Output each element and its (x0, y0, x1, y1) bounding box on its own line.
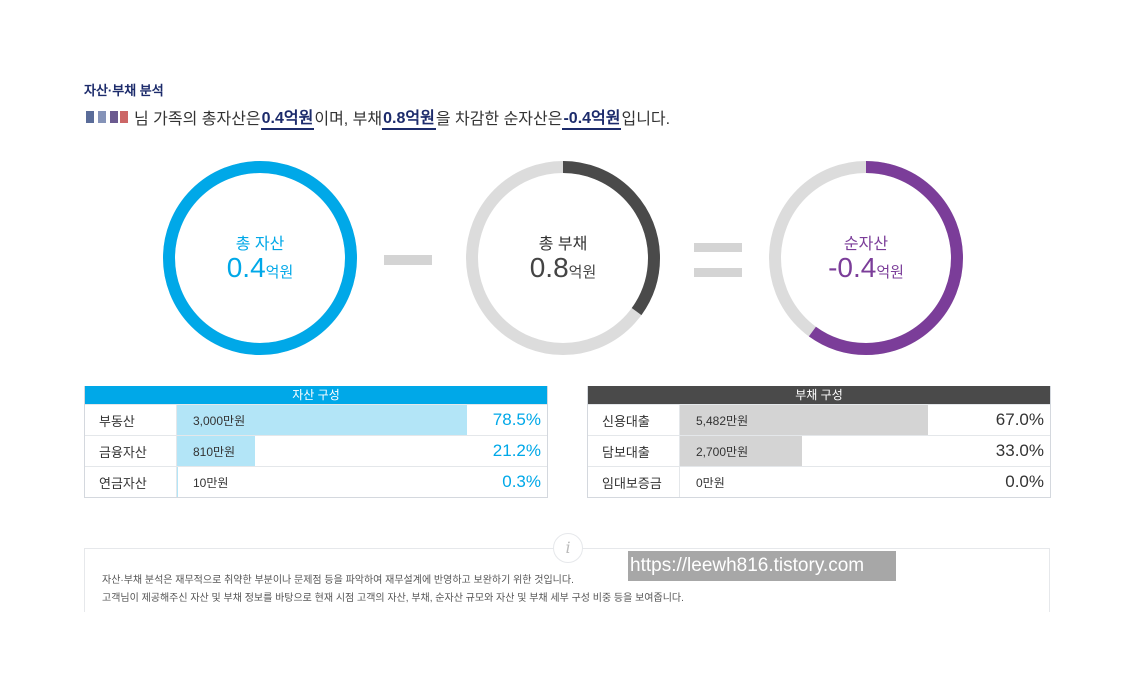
row-bar-cell: 2,700만원 33.0% (680, 436, 1050, 466)
total-debt-ring-chart (466, 161, 660, 355)
row-name: 금융자산 (85, 436, 177, 466)
row-bar-cell: 3,000만원 78.5% (177, 405, 547, 435)
summary-sentence: 님 가족의 총자산은 0.4억원 이며, 부채 0.8억원 을 차감한 순자산은… (84, 104, 670, 130)
debt-table-header: 부채 구성 (588, 386, 1050, 404)
total-debt-ring: 총 부채 0.8억원 (463, 158, 663, 358)
ring-arc (163, 161, 357, 355)
table-row: 임대보증금 0만원 0.0% (588, 466, 1050, 497)
row-percent: 33.0% (995, 441, 1044, 460)
row-name: 임대보증금 (588, 467, 680, 497)
row-bar-cell: 810만원 21.2% (177, 436, 547, 466)
total-debt-highlight: 0.8억원 (382, 104, 436, 130)
total-assets-highlight: 0.4억원 (260, 104, 315, 130)
info-line-2: 고객님이 제공해주신 자산 및 부채 정보를 바탕으로 현재 시점 고객의 자산… (102, 593, 684, 604)
ring-value: 0.8억원 (463, 252, 663, 284)
row-percent: 78.5% (492, 410, 541, 429)
equals-sign-top (694, 243, 742, 252)
table-row: 부동산 3,000만원 78.5% (85, 404, 547, 435)
row-bar-cell: 10만원 0.3% (177, 467, 547, 497)
section-title: 자산·부채 분석 (84, 83, 164, 98)
row-name: 부동산 (85, 405, 177, 435)
row-percent: 67.0% (995, 410, 1044, 429)
summary-text-2: 이며, 부채 (314, 111, 383, 128)
table-row: 신용대출 5,482만원 67.0% (588, 404, 1050, 435)
net-assets-ring-chart (769, 161, 963, 355)
net-assets-ring: 순자산 -0.4억원 (766, 158, 966, 358)
row-bar (680, 405, 928, 435)
ring-arc (769, 161, 963, 355)
summary-text-3: 을 차감한 순자산은 (435, 111, 563, 128)
row-percent: 21.2% (492, 441, 541, 460)
info-line-1: 자산·부채 분석은 재무적으로 취약한 부분이나 문제점 등을 파악하여 재무설… (102, 575, 574, 586)
ring-label: 총 자산 (235, 236, 285, 253)
row-bar (177, 405, 468, 435)
watermark: https://leewh816.tistory.com (628, 551, 896, 581)
row-amount: 3,000만원 (193, 413, 246, 428)
row-amount: 810만원 (193, 444, 236, 459)
row-percent: 0.3% (502, 472, 541, 491)
asset-table-header: 자산 구성 (85, 386, 547, 404)
asset-composition-table: 자산 구성 부동산 3,000만원 78.5% 금융자산 810만원 21.2%… (84, 386, 548, 498)
summary-text-1: 님 가족의 총자산은 (134, 111, 261, 128)
row-bar (680, 436, 803, 466)
equals-sign-bottom (694, 268, 742, 277)
row-bar-cell: 5,482만원 67.0% (680, 405, 1050, 435)
info-icon[interactable]: i (553, 533, 583, 563)
row-amount: 2,700만원 (696, 444, 749, 459)
row-name: 연금자산 (85, 467, 177, 497)
ring-value: 0.4억원 (160, 252, 360, 284)
ring-number: 0.8 (529, 252, 569, 283)
ring-number: 0.4 (226, 252, 266, 283)
total-assets-ring-chart (163, 161, 357, 355)
net-assets-highlight: -0.4억원 (562, 104, 622, 130)
summary-text-4: 입니다. (621, 111, 671, 128)
table-row: 금융자산 810만원 21.2% (85, 435, 547, 466)
row-name: 신용대출 (588, 405, 680, 435)
row-amount: 0만원 (696, 475, 725, 490)
masked-name (84, 109, 132, 125)
table-row: 담보대출 2,700만원 33.0% (588, 435, 1050, 466)
row-amount: 5,482만원 (696, 413, 749, 428)
row-amount: 10만원 (193, 475, 229, 490)
row-bar (177, 436, 256, 466)
row-bar (177, 467, 179, 497)
ring-arc (466, 161, 660, 355)
debt-composition-table: 부채 구성 신용대출 5,482만원 67.0% 담보대출 2,700만원 33… (587, 386, 1051, 498)
row-bar-cell: 0만원 0.0% (680, 467, 1050, 497)
ring-unit: 억원 (876, 264, 904, 281)
table-row: 연금자산 10만원 0.3% (85, 466, 547, 497)
minus-sign (384, 255, 432, 265)
ring-label: 총 부채 (538, 236, 588, 253)
ring-number: -0.4 (828, 252, 877, 283)
ring-unit: 억원 (265, 264, 294, 281)
ring-value: -0.4억원 (766, 252, 966, 284)
row-name: 담보대출 (588, 436, 680, 466)
total-assets-ring: 총 자산 0.4억원 (160, 158, 360, 358)
ring-label: 순자산 (843, 236, 889, 253)
row-percent: 0.0% (1005, 472, 1044, 491)
ring-unit: 억원 (568, 264, 597, 281)
